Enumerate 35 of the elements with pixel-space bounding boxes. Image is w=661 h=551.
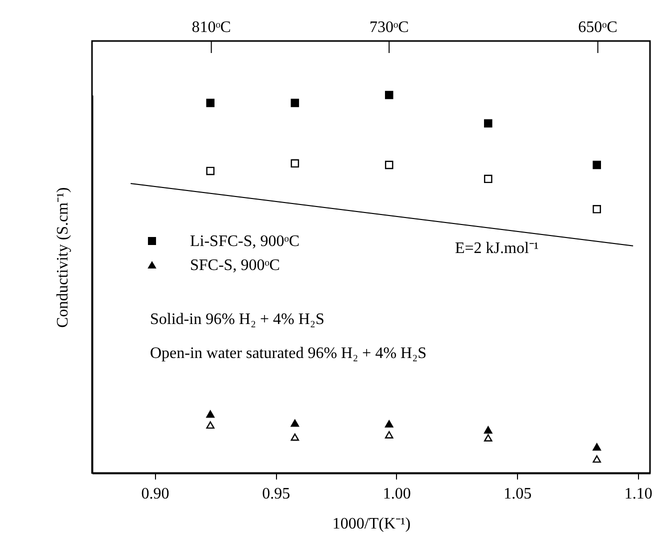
point (206, 98, 214, 108)
point (484, 119, 492, 128)
point (206, 410, 214, 418)
x-tick-label: 1.05 (504, 486, 532, 502)
annotation: Open-in water saturated 96% H₂ + 4% H₂S (150, 345, 427, 362)
point (290, 433, 300, 441)
legend-label: SFC-S, 900ᵒC (190, 257, 280, 274)
x-tick-label: 1.10 (624, 486, 652, 502)
point (206, 166, 214, 176)
annotation: 810ᵒC (192, 19, 231, 36)
x-tick-label: 1.00 (382, 486, 411, 502)
x-tick-label: 0.90 (141, 486, 170, 502)
annotation: Solid-in 96% H₂ + 4% H₂S (150, 311, 324, 328)
x-axis-title: 1000/T(K⁻¹) (332, 516, 411, 532)
point (290, 98, 300, 108)
point (592, 455, 601, 463)
point (384, 431, 394, 438)
y-axis-title: Conductivity (S.cm⁻¹) (54, 187, 72, 328)
point (290, 159, 300, 168)
point (384, 420, 394, 428)
point (206, 421, 214, 429)
annotation: 730ᵒC (369, 19, 409, 36)
point (484, 174, 492, 184)
point (592, 205, 601, 214)
point (484, 434, 492, 442)
x-tick-label: 0.95 (262, 486, 290, 502)
point (384, 160, 394, 170)
annotation: E=2 kJ.mol⁻¹ (455, 240, 539, 257)
point (484, 426, 492, 434)
annotation: 650ᵒC (578, 19, 618, 36)
point (384, 90, 394, 100)
point (592, 160, 601, 170)
point (592, 443, 601, 451)
point (290, 419, 300, 427)
legend-label: Li-SFC-S, 900ᵒC (190, 233, 300, 250)
